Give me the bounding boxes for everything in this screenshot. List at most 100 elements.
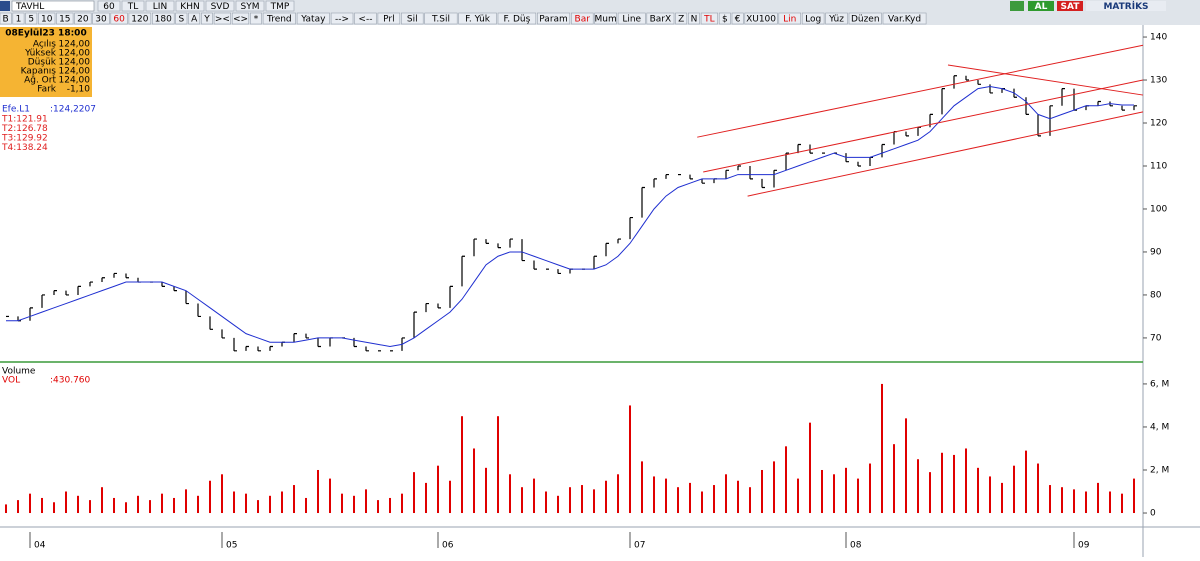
toolbar-button[interactable] bbox=[778, 12, 801, 25]
price-bar bbox=[1097, 100, 1101, 106]
y-tick-label: 140 bbox=[1150, 33, 1167, 43]
toolbar-button[interactable] bbox=[825, 12, 848, 25]
volume-bar bbox=[1133, 478, 1135, 514]
toolbar-button[interactable] bbox=[848, 12, 882, 25]
toolbar-button[interactable] bbox=[687, 12, 700, 25]
toolbar-button[interactable] bbox=[400, 12, 424, 25]
toolbar-button[interactable] bbox=[128, 12, 152, 25]
price-bar bbox=[665, 173, 669, 179]
toolbar-label: Var.Kyd bbox=[888, 15, 921, 25]
toolbar-button[interactable] bbox=[38, 12, 56, 25]
toolbar-button[interactable] bbox=[458, 12, 497, 25]
toolbar-button[interactable] bbox=[175, 0, 205, 12]
toolbar-label: Lin bbox=[783, 15, 796, 25]
toolbar-button[interactable] bbox=[188, 12, 201, 25]
toolbar-button[interactable] bbox=[617, 12, 646, 25]
toolbar-label: SVD bbox=[211, 2, 230, 12]
toolbar-button[interactable] bbox=[296, 12, 330, 25]
toolbar-button[interactable] bbox=[731, 12, 744, 25]
volume-bar bbox=[521, 487, 523, 514]
toolbar-button[interactable] bbox=[201, 12, 213, 25]
price-bar bbox=[221, 329, 225, 339]
toolbar-button[interactable] bbox=[1086, 1, 1166, 11]
toolbar-button[interactable] bbox=[882, 12, 927, 25]
toolbar-button[interactable] bbox=[74, 12, 92, 25]
volume-bar bbox=[233, 491, 235, 514]
toolbar-button[interactable] bbox=[152, 12, 175, 25]
toolbar-button[interactable] bbox=[744, 12, 778, 25]
toolbar-button[interactable] bbox=[1028, 1, 1054, 11]
x-tick-label: 07 bbox=[634, 541, 645, 551]
toolbar-button[interactable] bbox=[205, 0, 235, 12]
toolbar-button[interactable] bbox=[718, 12, 731, 25]
price-bar bbox=[233, 337, 237, 352]
toolbar-button[interactable] bbox=[262, 12, 296, 25]
x-tick-label: 04 bbox=[34, 541, 46, 551]
toolbar-button[interactable] bbox=[570, 12, 594, 25]
toolbar-button[interactable] bbox=[1057, 1, 1083, 11]
toolbar-label: Log bbox=[805, 15, 821, 25]
volume-bar bbox=[893, 444, 895, 514]
toolbar-button[interactable] bbox=[265, 0, 295, 12]
toolbar-label: Z bbox=[678, 15, 684, 25]
toolbar-button[interactable] bbox=[97, 0, 121, 12]
trend-label: T2:126.78 bbox=[1, 124, 48, 134]
toolbar-button[interactable] bbox=[175, 12, 188, 25]
volume-bar bbox=[713, 485, 715, 514]
volume-bar bbox=[989, 476, 991, 514]
toolbar-button[interactable] bbox=[801, 12, 825, 25]
toolbar-button[interactable] bbox=[121, 0, 145, 12]
toolbar-button[interactable] bbox=[354, 12, 377, 25]
toolbar-button[interactable] bbox=[110, 12, 128, 25]
trend-label: T4:138.24 bbox=[1, 143, 48, 153]
info-label: Yüksek bbox=[24, 49, 57, 59]
price-bar bbox=[125, 273, 129, 279]
price-bar bbox=[293, 333, 297, 343]
price-bar bbox=[893, 131, 897, 145]
toolbar-button[interactable] bbox=[424, 12, 458, 25]
toolbar-button[interactable] bbox=[25, 12, 38, 25]
toolbar-button[interactable] bbox=[536, 12, 571, 25]
toolbar-button[interactable] bbox=[12, 12, 25, 25]
toolbar-button[interactable] bbox=[377, 12, 401, 25]
toolbar-button[interactable] bbox=[646, 12, 675, 25]
symbol-box[interactable] bbox=[11, 0, 95, 12]
volume-bar bbox=[737, 480, 739, 514]
volume-bar bbox=[617, 474, 619, 514]
price-bar bbox=[1049, 105, 1053, 136]
toolbar-label: Y bbox=[203, 15, 210, 25]
toolbar-label: B bbox=[3, 15, 9, 25]
toolbar-label: Düzen bbox=[851, 15, 880, 25]
y-tick-label: 120 bbox=[1150, 119, 1167, 129]
toolbar-button[interactable] bbox=[56, 12, 74, 25]
volume-bar bbox=[377, 500, 379, 514]
info-label: Ağ. Ort bbox=[24, 76, 56, 86]
toolbar-label: $ bbox=[722, 15, 728, 25]
price-bar bbox=[101, 277, 105, 283]
volume-bar bbox=[461, 416, 463, 514]
toolbar-button[interactable] bbox=[675, 12, 688, 25]
toolbar-label: 5 bbox=[28, 15, 34, 25]
price-bar bbox=[953, 75, 957, 89]
price-bar bbox=[413, 311, 417, 338]
toolbar-button[interactable] bbox=[235, 0, 265, 12]
toolbar-button[interactable] bbox=[92, 12, 110, 25]
toolbar-button[interactable] bbox=[0, 12, 12, 25]
refresh-icon[interactable] bbox=[1010, 1, 1024, 11]
toolbar-label: KHN bbox=[180, 2, 199, 12]
toolbar-label: € bbox=[735, 15, 741, 25]
toolbar-button[interactable] bbox=[213, 12, 232, 25]
toolbar-button[interactable] bbox=[700, 12, 718, 25]
toolbar-button[interactable] bbox=[497, 12, 537, 25]
toolbar-button[interactable] bbox=[330, 12, 354, 25]
volume-bar bbox=[425, 482, 427, 514]
volume-bar bbox=[845, 467, 847, 514]
toolbar-label: XU100 bbox=[746, 15, 776, 25]
toolbar-button[interactable] bbox=[231, 12, 250, 25]
volume-bar bbox=[821, 469, 823, 514]
menu-icon[interactable] bbox=[0, 1, 10, 11]
volume-bar bbox=[581, 485, 583, 514]
toolbar-button[interactable] bbox=[594, 12, 617, 25]
toolbar-button[interactable] bbox=[250, 12, 262, 25]
toolbar-button[interactable] bbox=[145, 0, 175, 12]
